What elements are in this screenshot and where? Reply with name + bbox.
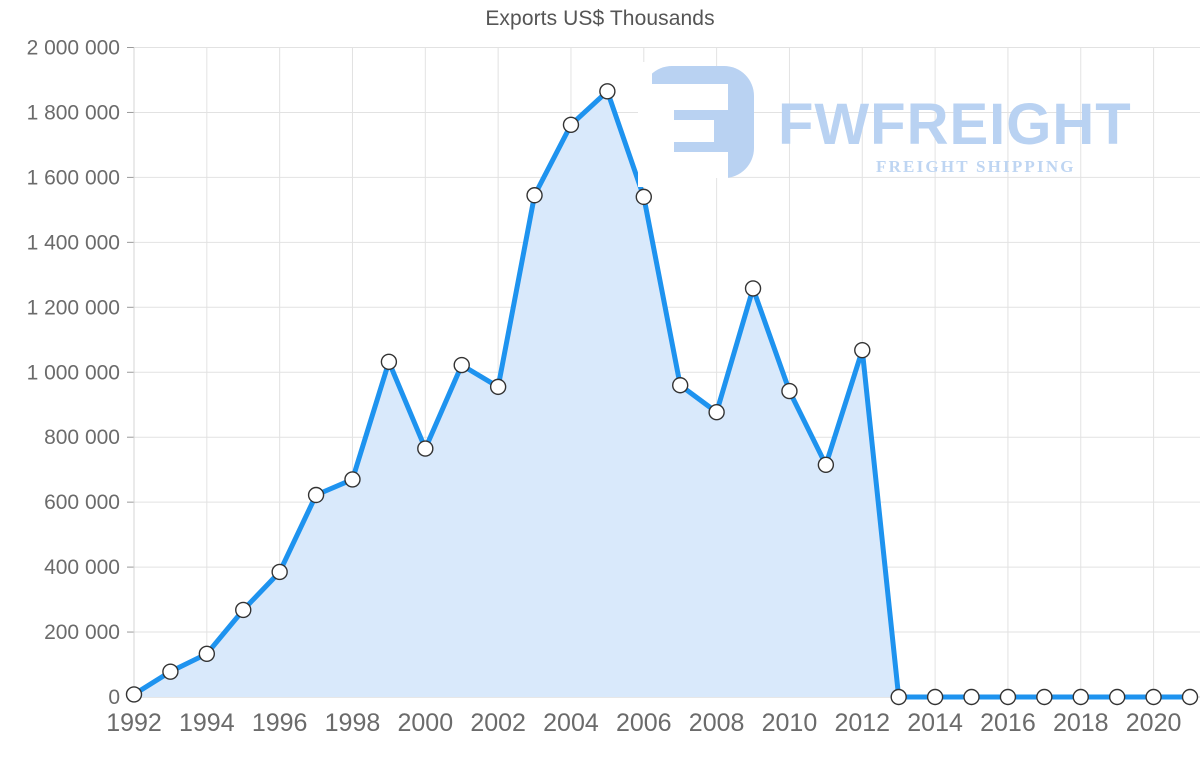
x-axis-tick-label: 2000 [397,709,453,737]
data-point-marker[interactable] [1036,688,1053,706]
x-axis-tick-label: 1996 [252,709,308,737]
x-axis-tick-label: 2012 [834,709,890,737]
y-axis-tick-label: 1 400 000 [27,231,120,254]
y-axis-tick-label: 2 000 000 [27,37,120,60]
area-fill-path [134,91,1190,697]
data-point-marker[interactable] [162,663,179,680]
x-axis-tick-label: 2008 [689,709,745,737]
y-axis-labels: 2 000 000 1 800 000 1 600 000 1 400 000 1 20… [27,37,120,710]
x-axis-tick-label: 2020 [1126,709,1182,737]
y-axis-tick-label: 600 000 [44,491,120,514]
x-axis-tick-label: 2010 [762,709,818,737]
data-markers [125,83,1199,706]
data-point-marker[interactable] [271,563,288,581]
y-axis-tick-label: 1 200 000 [27,296,120,319]
x-axis-tick-label: 2014 [907,709,963,737]
data-point-marker[interactable] [744,280,762,297]
data-point-marker[interactable] [963,688,980,706]
x-axis-tick-label: 2002 [470,709,526,737]
data-point-marker[interactable] [672,377,689,394]
x-axis-tick-label: 1994 [179,709,235,737]
x-axis-labels: 1992 1994 1996 1998 2000 2002 2004 2006 2008 2010… [106,709,1181,737]
data-point-marker[interactable] [1072,688,1089,706]
data-point-marker[interactable] [125,686,143,703]
data-point-marker[interactable] [999,688,1017,706]
data-point-marker[interactable] [635,188,652,206]
x-axis-tick-label: 2006 [616,709,672,737]
data-point-marker[interactable] [599,83,616,100]
area-fill [134,91,1190,697]
data-point-marker[interactable] [235,601,252,619]
data-point-marker[interactable] [562,116,580,133]
y-axis-tick-label: 400 000 [44,556,120,579]
data-point-marker[interactable] [526,187,543,204]
y-axis-tick-label: 1 000 000 [27,361,120,384]
data-point-marker[interactable] [417,440,434,457]
data-point-marker[interactable] [708,403,725,421]
x-axis-tick-label: 2004 [543,709,599,737]
data-point-marker[interactable] [344,471,361,488]
x-axis-tick-label: 2016 [980,709,1036,737]
data-point-marker[interactable] [380,353,398,371]
data-point-marker[interactable] [198,645,216,663]
data-point-marker[interactable] [890,688,907,706]
data-point-marker[interactable] [1181,688,1199,706]
data-point-marker[interactable] [307,486,325,504]
y-axis-tick-label: 200 000 [44,621,120,644]
data-point-marker[interactable] [926,688,944,706]
y-axis-tick-label: 800 000 [44,426,120,449]
data-point-marker[interactable] [489,378,507,396]
x-axis-tick-label: 2018 [1053,709,1109,737]
x-axis-tick-label: 1998 [325,709,381,737]
data-point-marker[interactable] [1145,688,1162,706]
data-point-marker[interactable] [854,341,871,359]
data-point-marker[interactable] [453,356,470,374]
y-axis-tick-label: 1 600 000 [27,166,120,189]
y-axis-tick-label: 0 [108,686,120,709]
data-point-marker[interactable] [1108,688,1126,706]
chart-title: Exports US$ Thousands [485,7,715,30]
data-point-marker[interactable] [817,456,835,474]
x-axis-tick-label: 1992 [106,709,162,737]
y-axis-tick-label: 1 800 000 [27,101,120,124]
data-point-marker[interactable] [781,382,798,400]
